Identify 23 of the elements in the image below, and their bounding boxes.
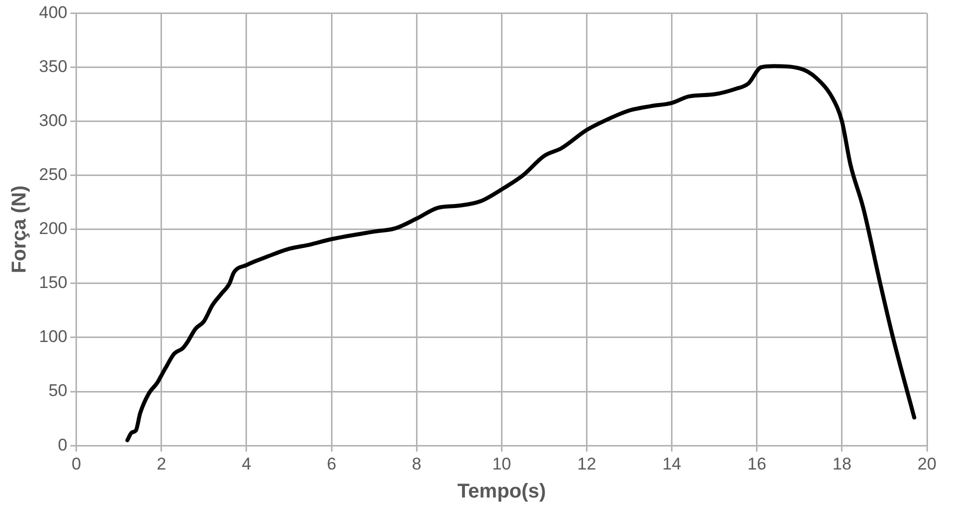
y-tick-label: 50 xyxy=(48,381,68,400)
y-tick-label: 200 xyxy=(38,219,68,238)
x-tick-label: 10 xyxy=(492,454,512,474)
y-tick-label: 400 xyxy=(38,2,68,22)
x-tick-label: 18 xyxy=(832,454,852,474)
x-tick-label: 16 xyxy=(747,454,766,474)
y-tick-label: 100 xyxy=(38,327,68,346)
y-axis-title: Força (N) xyxy=(8,186,31,274)
x-tick-label: 20 xyxy=(918,454,936,474)
y-tick-label: 0 xyxy=(58,435,68,454)
line-series xyxy=(125,64,916,442)
x-tick-label: 14 xyxy=(662,454,682,474)
y-tick-label: 250 xyxy=(38,165,68,184)
x-tick-label: 2 xyxy=(156,454,166,474)
x-tick-label: 12 xyxy=(577,454,596,474)
x-tick-label: 0 xyxy=(72,454,82,474)
x-axis-title: Tempo(s) xyxy=(457,480,546,503)
y-tick-label: 150 xyxy=(38,273,68,292)
x-tick-label: 4 xyxy=(242,454,252,474)
y-tick-label: 350 xyxy=(38,56,68,76)
x-tick-label: 8 xyxy=(412,454,422,474)
y-tick-label: 300 xyxy=(38,110,68,130)
x-tick-label: 6 xyxy=(326,454,336,474)
